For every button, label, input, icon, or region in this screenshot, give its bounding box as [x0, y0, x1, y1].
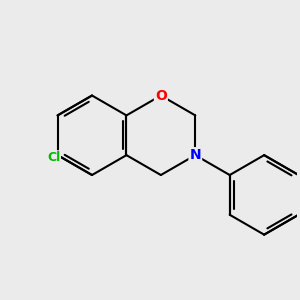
Text: Cl: Cl: [47, 151, 60, 164]
Text: O: O: [155, 88, 167, 103]
Text: N: N: [190, 148, 201, 162]
